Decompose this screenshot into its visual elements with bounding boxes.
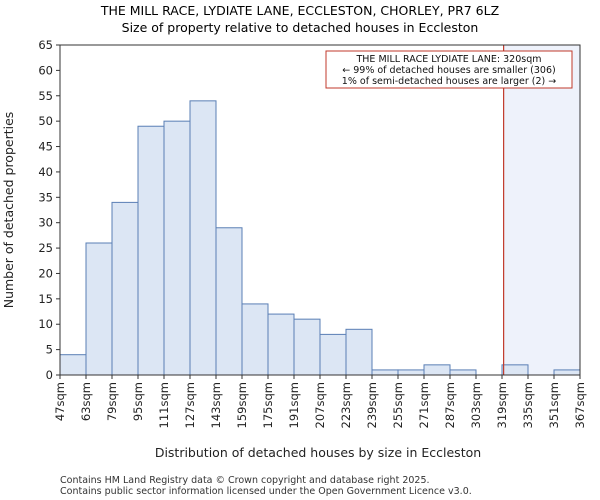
bar-175sqm (267, 313, 295, 376)
annotation-box-border (325, 50, 573, 89)
x-tick-label: 223sqm (339, 382, 353, 428)
bar-111sqm (163, 120, 191, 376)
annotation-line2: ← 99% of detached houses are smaller (30… (342, 65, 555, 76)
bar-143sqm (215, 227, 243, 376)
bar-207sqm (319, 333, 347, 376)
y-tick-label: 35 (38, 190, 53, 204)
bar-223sqm (345, 328, 373, 376)
x-tick-label: 47sqm (53, 382, 67, 421)
x-tick-label: 143sqm (209, 382, 223, 428)
y-tick-label: 15 (38, 292, 53, 306)
annotation-box: THE MILL RACE LYDIATE LANE: 320sqm ← 99%… (325, 50, 573, 89)
footer-line1: Contains HM Land Registry data © Crown c… (60, 475, 430, 486)
chart-title-line2: Size of property relative to detached ho… (122, 20, 479, 35)
chart-title-line1: THE MILL RACE, LYDIATE LANE, ECCLESTON, … (100, 3, 499, 18)
x-axis-label: Distribution of detached houses by size … (155, 445, 481, 460)
y-tick-label: 0 (46, 368, 53, 382)
bar-271sqm (423, 364, 451, 376)
x-tick-label: 175sqm (261, 382, 275, 428)
y-tick-label: 40 (38, 165, 53, 179)
y-tick-label: 30 (38, 216, 53, 230)
x-tick-label: 63sqm (79, 382, 93, 421)
footer-line2: Contains public sector information licen… (60, 486, 472, 497)
x-tick-label: 239sqm (365, 382, 379, 428)
bar-127sqm (189, 100, 217, 376)
y-tick-label: 5 (46, 343, 53, 357)
x-tick-label: 159sqm (235, 382, 249, 428)
bar-79sqm (111, 201, 139, 376)
bar-239sqm (371, 369, 399, 376)
x-tick-label: 287sqm (443, 382, 457, 428)
x-tick-label: 367sqm (573, 382, 587, 428)
x-tick-label: 79sqm (105, 382, 119, 421)
y-tick-label: 45 (38, 140, 53, 154)
bar-95sqm (137, 125, 165, 376)
y-tick-label: 50 (38, 114, 53, 128)
bar-47sqm (59, 354, 87, 376)
bar-255sqm (397, 369, 425, 376)
x-tick-label: 303sqm (469, 382, 483, 428)
y-tick-label: 25 (38, 241, 53, 255)
y-axis-label: Number of detached properties (1, 112, 16, 309)
x-tick-label: 207sqm (313, 382, 327, 428)
y-axis-ticks: 0 5 10 15 20 25 30 35 40 45 50 55 60 65 (38, 38, 60, 382)
annotation-line3: 1% of semi-detached houses are larger (2… (342, 76, 556, 87)
bar-287sqm (449, 369, 477, 376)
y-tick-label: 60 (38, 63, 53, 77)
x-tick-label: 255sqm (391, 382, 405, 428)
x-tick-label: 335sqm (521, 382, 535, 428)
y-tick-label: 65 (38, 38, 53, 52)
bar-319sqm (501, 364, 529, 376)
x-axis-ticks: 47sqm 63sqm 79sqm 95sqm 111sqm 127sqm 143sqm 15… (53, 375, 587, 428)
bar-63sqm (85, 242, 113, 376)
x-tick-label: 351sqm (547, 382, 561, 428)
x-tick-label: 127sqm (183, 382, 197, 428)
y-tick-label: 20 (38, 266, 53, 280)
bars-group (59, 100, 581, 376)
comparison-shaded-region (503, 45, 580, 375)
x-tick-label: 319sqm (495, 382, 509, 428)
y-tick-label: 10 (38, 317, 53, 331)
bar-351sqm (553, 369, 581, 376)
annotation-line1: THE MILL RACE LYDIATE LANE: 320sqm (355, 54, 541, 65)
x-tick-label: 95sqm (131, 382, 145, 421)
y-tick-label: 55 (38, 89, 53, 103)
x-tick-label: 111sqm (157, 382, 171, 428)
bar-159sqm (241, 303, 269, 376)
plot-area: 0 5 10 15 20 25 30 35 40 45 50 55 60 65 47sqm 63sqm 79s… (38, 38, 587, 428)
x-tick-label: 271sqm (417, 382, 431, 428)
x-tick-label: 191sqm (287, 382, 301, 428)
bar-191sqm (293, 318, 321, 376)
